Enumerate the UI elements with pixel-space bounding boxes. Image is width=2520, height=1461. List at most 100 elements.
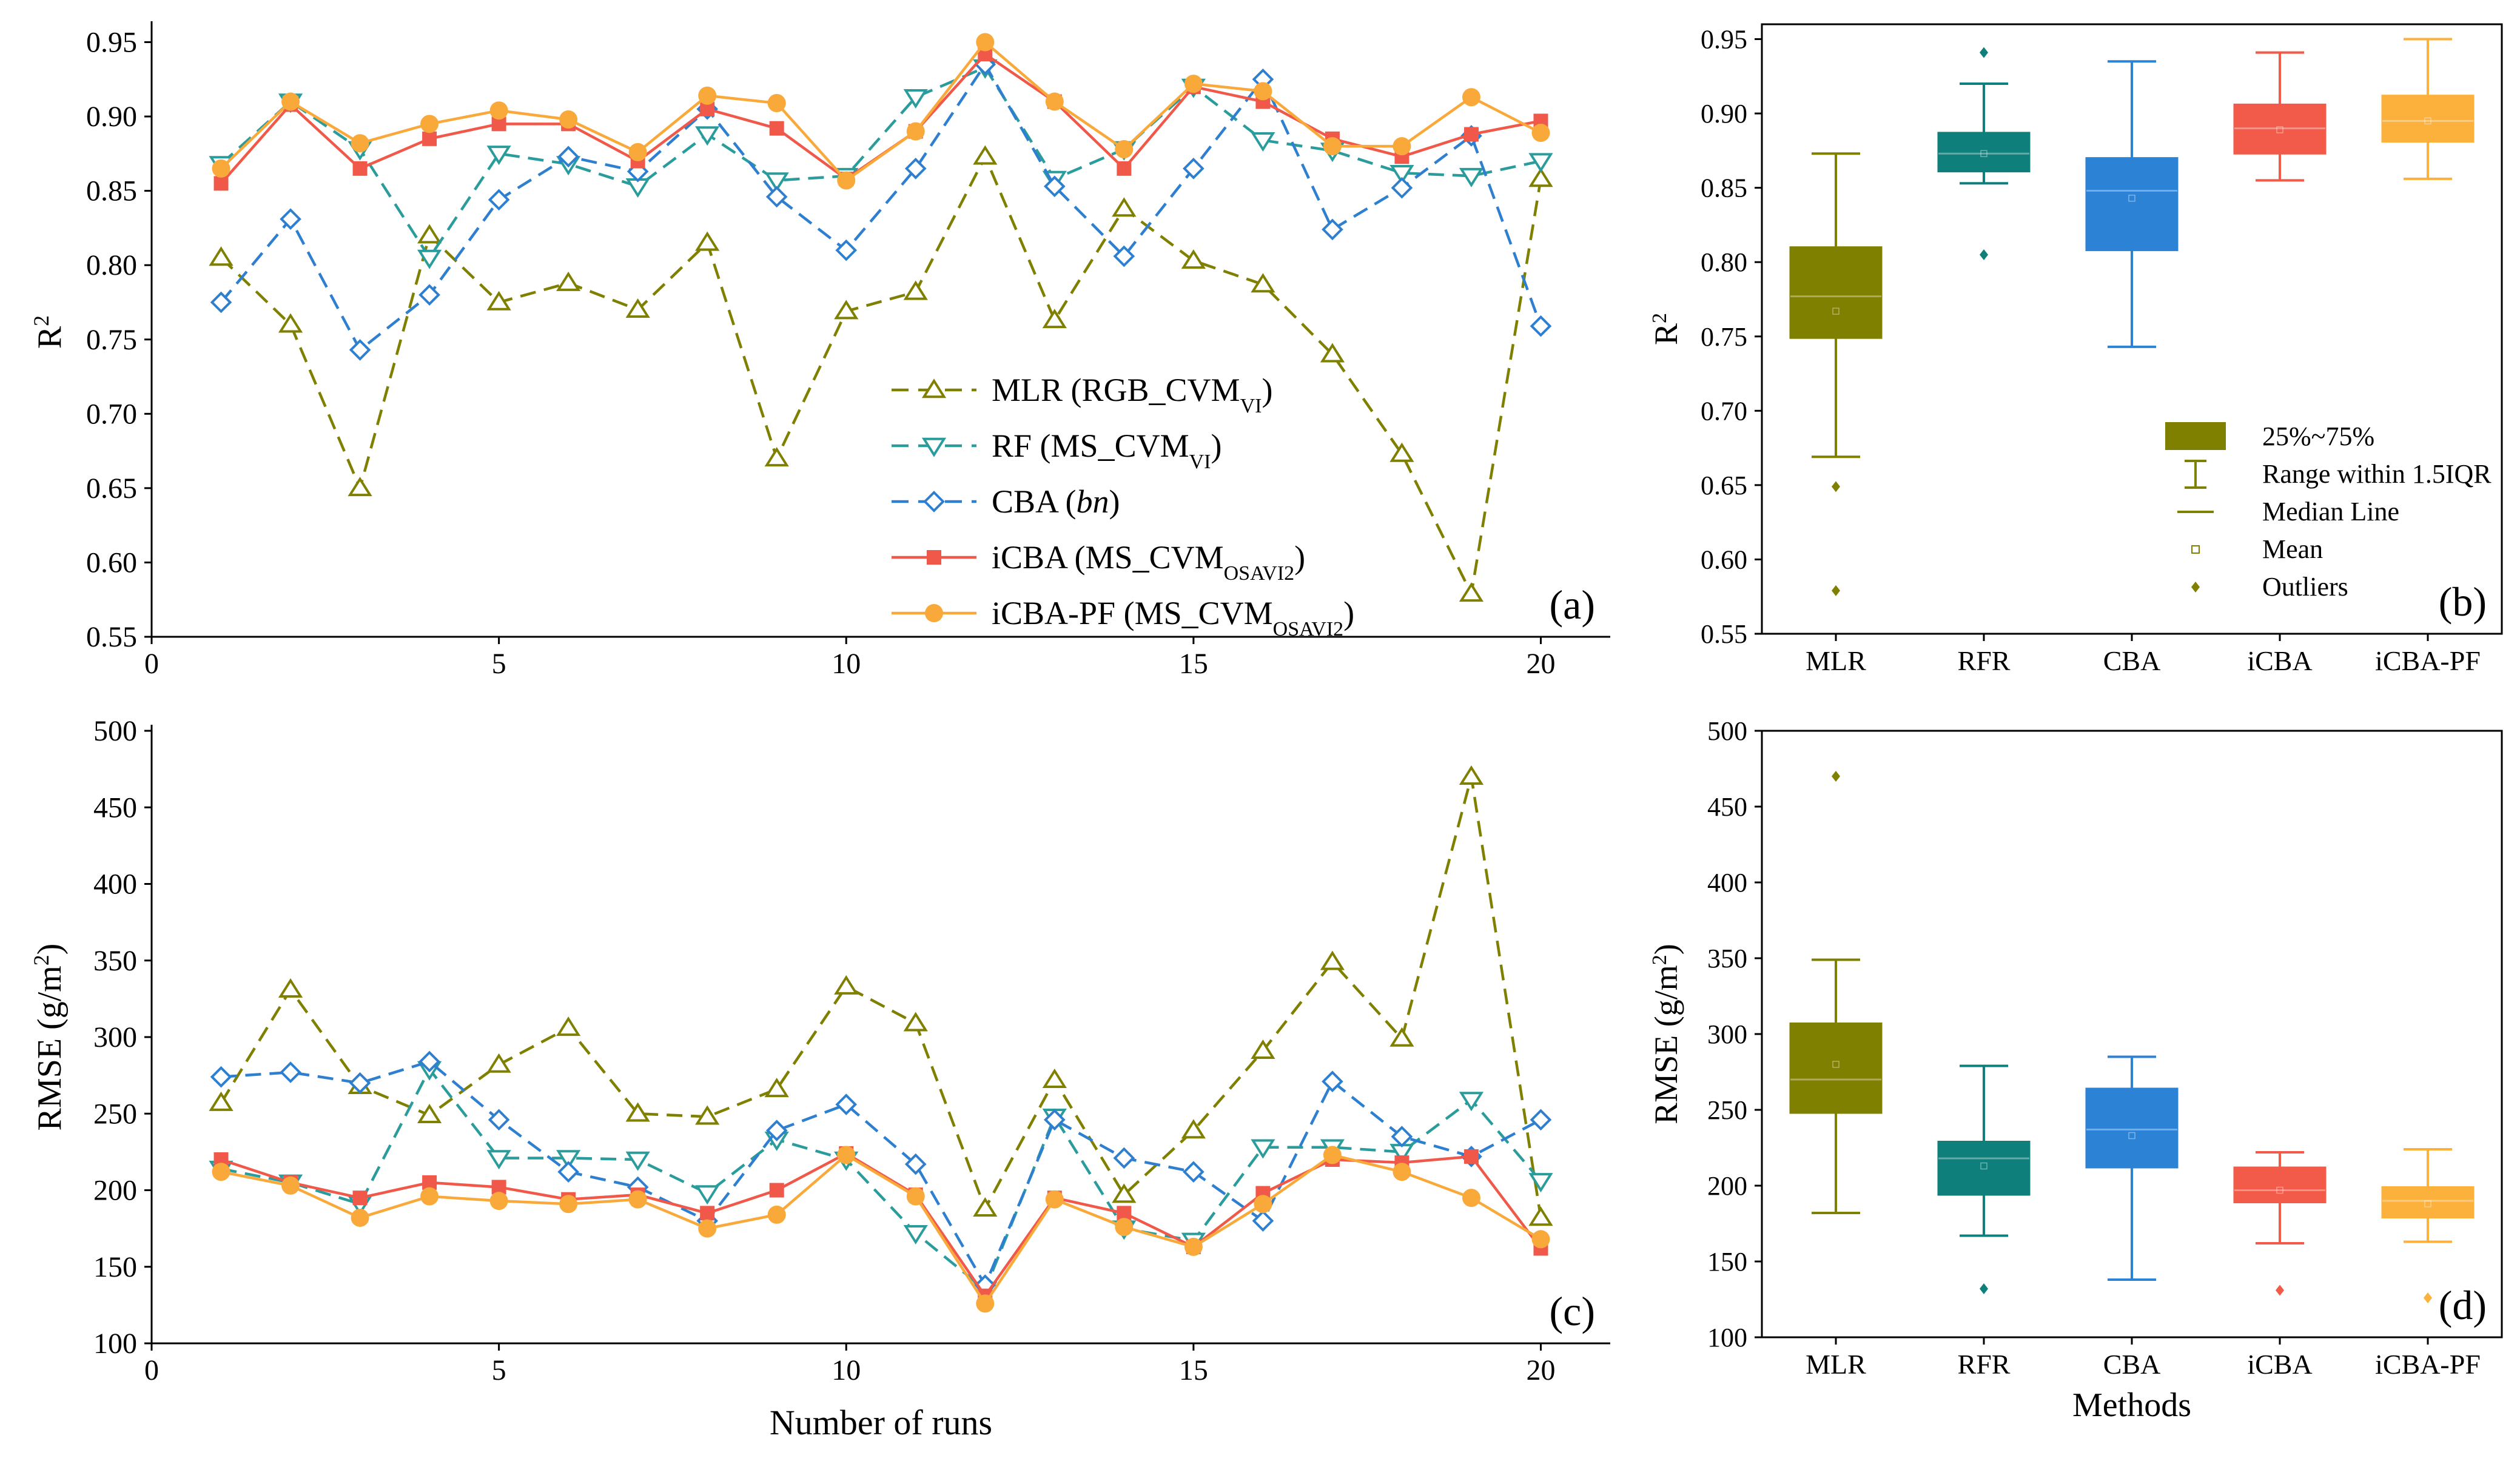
data-point-icbapf [1254, 1195, 1272, 1214]
y-tick-label: 0.95 [86, 27, 137, 59]
legend-after: ) [1262, 372, 1272, 408]
data-point-icbapf [212, 1163, 230, 1181]
box-icba [2233, 1151, 2327, 1296]
y-tick-label: 250 [93, 1098, 137, 1130]
data-point-cba [765, 186, 788, 208]
data-point-icbapf [1531, 124, 1550, 143]
y-tick-label: 500 [93, 715, 137, 747]
mean-marker [2276, 126, 2283, 133]
outlier-point [1980, 47, 1988, 58]
legend-sub: OSAVI2 [1273, 618, 1344, 640]
series-line-mlr [220, 153, 1542, 599]
panel-b-box-chart-r2: 0.55 0.60 0.65 0.70 0.75 0.80 0.85 0.90 0.95 MLR R… [1648, 23, 2503, 676]
data-point-icbapf [489, 101, 508, 120]
box-iqr [1937, 1141, 2031, 1196]
data-point-cba [557, 146, 579, 168]
legend-italic: bn [1077, 483, 1109, 520]
data-point-rf [903, 1224, 928, 1244]
data-point-rf [1528, 1173, 1553, 1193]
y-tick-label: 0.65 [1701, 471, 1747, 500]
x-tick-label: 5 [492, 648, 506, 680]
x-tick-label: iCBA [2247, 1349, 2312, 1380]
box-iqr [2233, 1166, 2327, 1203]
y-tick-label: 0.60 [1701, 545, 1747, 574]
x-axis-label: Methods [2072, 1386, 2191, 1424]
data-point-mlr [1528, 167, 1553, 187]
x-tick-label: 5 [492, 1354, 506, 1386]
data-point-cba [904, 158, 927, 180]
panel-d-box-chart-rmse: 100 150 200 250 300 350 400 450 500 MLR RFR CBA iCBA… [1648, 716, 2503, 1424]
data-point-rf [695, 126, 720, 146]
data-point-icbapf [1184, 1237, 1203, 1256]
data-point-icbapf [767, 94, 786, 113]
x-tick-label: CBA [2103, 1349, 2161, 1380]
box-cba [2085, 60, 2179, 348]
box-iqr [1937, 132, 2031, 173]
y-tick-label: 0.70 [1701, 396, 1747, 426]
series-line-cba [221, 1060, 1542, 1289]
data-point-icbapf [1045, 1190, 1064, 1209]
legend-after: ) [1109, 483, 1120, 520]
data-point-icbapf [281, 92, 300, 111]
series-line-rf [220, 65, 1541, 261]
data-point-mlr [834, 300, 859, 320]
data-point-icbapf [906, 122, 925, 141]
data-point-rf [1459, 1092, 1484, 1112]
panel-letter: (a) [1550, 582, 1595, 628]
data-point-cba [488, 189, 510, 211]
data-point-icbapf [1393, 137, 1411, 156]
outlier-point [1832, 481, 1840, 492]
series-line-icbapf [221, 1153, 1542, 1306]
data-point-icbapf [1045, 92, 1064, 111]
y-axis-label-after: ) [1648, 944, 1684, 955]
data-point-rf [1251, 1139, 1275, 1159]
data-point-mlr [1042, 1068, 1067, 1088]
legend-after: ) [1211, 428, 1222, 464]
data-point-cba [765, 1120, 788, 1141]
mean-marker [2276, 1186, 2283, 1194]
y-axis-label-after: ) [31, 944, 69, 955]
box-rfr [1937, 47, 2031, 260]
data-point-rf [625, 1151, 650, 1171]
data-point-mlr [973, 1197, 998, 1217]
data-point-mlr [1389, 1027, 1414, 1047]
x-tick-label: 0 [144, 648, 159, 680]
y-tick-label: 100 [1707, 1323, 1747, 1352]
data-point-mlr [764, 1078, 789, 1098]
y-tick-label: 0.70 [86, 398, 137, 430]
legend-marker-icbapf [925, 604, 943, 622]
data-point-mlr [973, 145, 998, 165]
data-point-mlr [278, 978, 303, 998]
data-point-mlr [1112, 1183, 1137, 1203]
y-axis-label-sup: 2 [1648, 955, 1671, 965]
y-tick-label: 0.60 [86, 546, 137, 579]
x-tick-label: 10 [832, 648, 861, 680]
series-icbapf [212, 1146, 1550, 1313]
legend-swatch-mean [2191, 545, 2200, 554]
y-tick-label: 0.85 [1701, 173, 1747, 203]
y-tick-label: 500 [1707, 716, 1747, 746]
box-iqr [2233, 103, 2327, 155]
data-point-mlr [1459, 765, 1484, 785]
y-tick-label: 0.75 [86, 324, 137, 356]
x-tick-label: MLR [1806, 645, 1866, 676]
box-iqr [2085, 1087, 2179, 1169]
y-tick-label: 0.75 [1701, 322, 1747, 352]
y-tick-label: 0.55 [86, 621, 137, 653]
y-tick-label: 0.65 [86, 472, 137, 505]
data-point-cba [1183, 1161, 1205, 1183]
data-point-icba [769, 1183, 784, 1198]
data-point-rf [556, 1150, 581, 1170]
outlier-point [1832, 585, 1840, 596]
legend-label-range: Range within 1.5IQR [2262, 459, 2491, 489]
data-point-cba [1043, 175, 1066, 198]
panel-letter: (c) [1550, 1288, 1595, 1334]
legend-after: ) [1294, 539, 1305, 576]
data-point-cba [280, 1061, 301, 1083]
series-icbapf [212, 33, 1550, 190]
box-cba [2085, 1055, 2179, 1281]
series-line-mlr [220, 776, 1542, 1218]
data-point-cba [835, 1093, 858, 1115]
data-point-cba [904, 1153, 927, 1175]
